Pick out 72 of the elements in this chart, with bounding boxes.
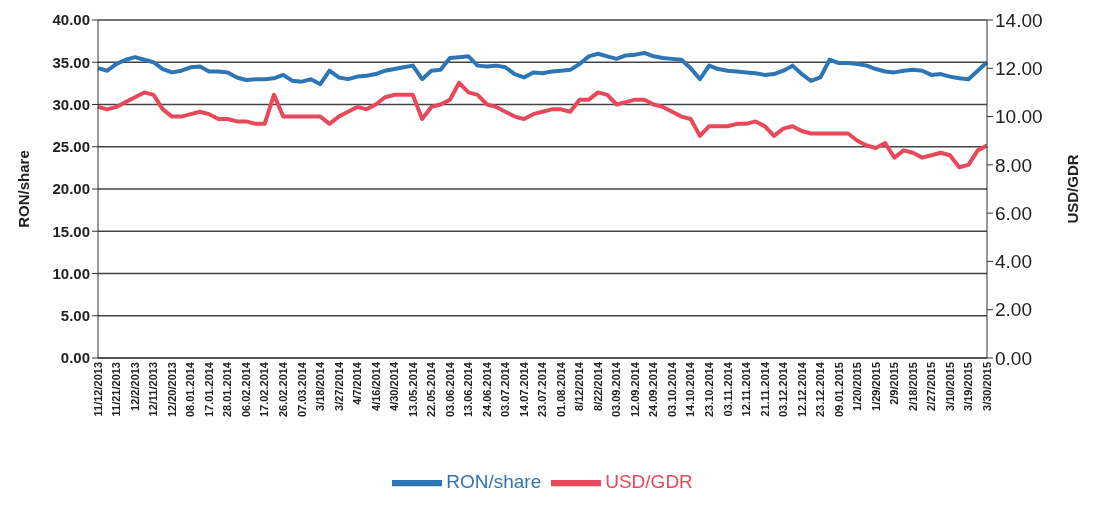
y-tick-label: 15.00	[52, 222, 90, 240]
line-series	[96, 50, 989, 87]
y-tick-label: 0.00	[60, 349, 90, 367]
legend-label: RON/share	[446, 471, 542, 493]
y2-tick-label: 6.00	[995, 202, 1032, 224]
x-tick-label: 17.02.2014	[258, 361, 271, 418]
x-tick-label: 17.01.2014	[202, 361, 215, 418]
y-tick-label: 20.00	[52, 180, 90, 198]
x-tick-label: 12/2/2013	[128, 362, 141, 411]
x-tick-label: 24.06.2014	[480, 361, 493, 418]
x-tick-label: 2/18/2015	[906, 362, 919, 411]
x-tick-label: 3/19/2015	[962, 362, 975, 411]
x-tick-label: 08.01.2014	[184, 361, 197, 418]
x-tick-label: 3/30/2015	[980, 362, 993, 411]
x-tick-label: 12.12.2014	[795, 361, 808, 418]
x-tick-label: 23.07.2014	[536, 361, 549, 418]
x-tick-label: 8/22/2014	[591, 361, 604, 411]
x-tick-label: 11/12/2013	[91, 362, 104, 417]
x-tick-label: 23.10.2014	[703, 361, 715, 418]
x-tick-label: 8/12/2014	[573, 361, 586, 411]
y-axis-title: RON/share	[15, 150, 33, 228]
line-series	[96, 80, 989, 170]
x-tick-label: 14.10.2014	[684, 361, 697, 418]
x-tick-label: 03.10.2014	[665, 361, 678, 418]
y-tick-label: 30.00	[52, 95, 90, 113]
x-tick-label: 12.11.2014	[740, 361, 753, 417]
x-tick-label: 03.12.2014	[777, 361, 790, 418]
y2-tick-label: 0.00	[995, 347, 1032, 369]
x-tick-label: 12/11/2013	[147, 362, 160, 417]
x-tick-label: 23.12.2014	[814, 361, 827, 418]
x-tick-label: 22.05.2014	[425, 361, 438, 418]
x-tick-label: 03.06.2014	[443, 361, 456, 418]
y2-axis-title: USD/GDR	[1064, 154, 1082, 224]
x-tick-label: 07.03.2014	[295, 361, 308, 418]
y-tick-label: 10.00	[52, 264, 90, 282]
y-tick-label: 5.00	[60, 307, 90, 325]
x-tick-label: 01.08.2014	[554, 361, 567, 418]
x-tick-label: 1/29/2015	[869, 362, 882, 411]
x-tick-label: 2/27/2015	[925, 362, 938, 411]
y2-tick-label: 12.00	[995, 58, 1043, 80]
y2-tick-label: 2.00	[995, 299, 1032, 321]
y2-tick-label: 10.00	[995, 106, 1043, 128]
x-tick-label: 21.11.2014	[758, 361, 771, 417]
x-tick-label: 1/20/2015	[851, 362, 864, 411]
x-tick-label: 28.01.2014	[221, 361, 234, 418]
y-tick-label: 35.00	[52, 53, 90, 71]
y-tick-label: 25.00	[52, 138, 90, 156]
x-tick-label: 13.05.2014	[406, 361, 419, 418]
x-tick-label: 13.06.2014	[462, 361, 475, 418]
y2-tick-label: 4.00	[995, 251, 1032, 273]
y-tick-label: 40.00	[52, 11, 90, 29]
x-tick-label: 06.02.2014	[239, 361, 252, 418]
x-tick-label: 14.07.2014	[517, 361, 530, 418]
x-tick-label: 09.01.2015	[832, 362, 845, 418]
x-tick-label: 24.09.2014	[647, 361, 660, 418]
x-tick-label: 4/7/2014	[351, 361, 364, 405]
x-tick-label: 2/9/2015	[888, 362, 901, 405]
legend-label: USD/GDR	[605, 471, 693, 493]
x-tick-label: 03.11.2014	[721, 361, 734, 417]
x-tick-label: 4/30/2014	[388, 361, 401, 411]
x-tick-label: 12/20/2013	[165, 362, 178, 418]
x-tick-label: 4/16/2014	[369, 361, 382, 411]
x-tick-label: 12.09.2014	[628, 361, 641, 418]
x-tick-label: 3/27/2014	[332, 361, 345, 411]
x-tick-label: 03.07.2014	[499, 361, 512, 418]
x-tick-label: 26.02.2014	[277, 361, 290, 418]
x-tick-label: 3/18/2014	[314, 361, 327, 411]
y2-tick-label: 14.00	[995, 9, 1043, 31]
x-tick-label: 3/10/2015	[943, 362, 956, 411]
x-tick-label: 11/21/2013	[110, 362, 123, 417]
y2-tick-label: 8.00	[995, 154, 1032, 176]
x-tick-label: 03.09.2014	[610, 361, 623, 418]
